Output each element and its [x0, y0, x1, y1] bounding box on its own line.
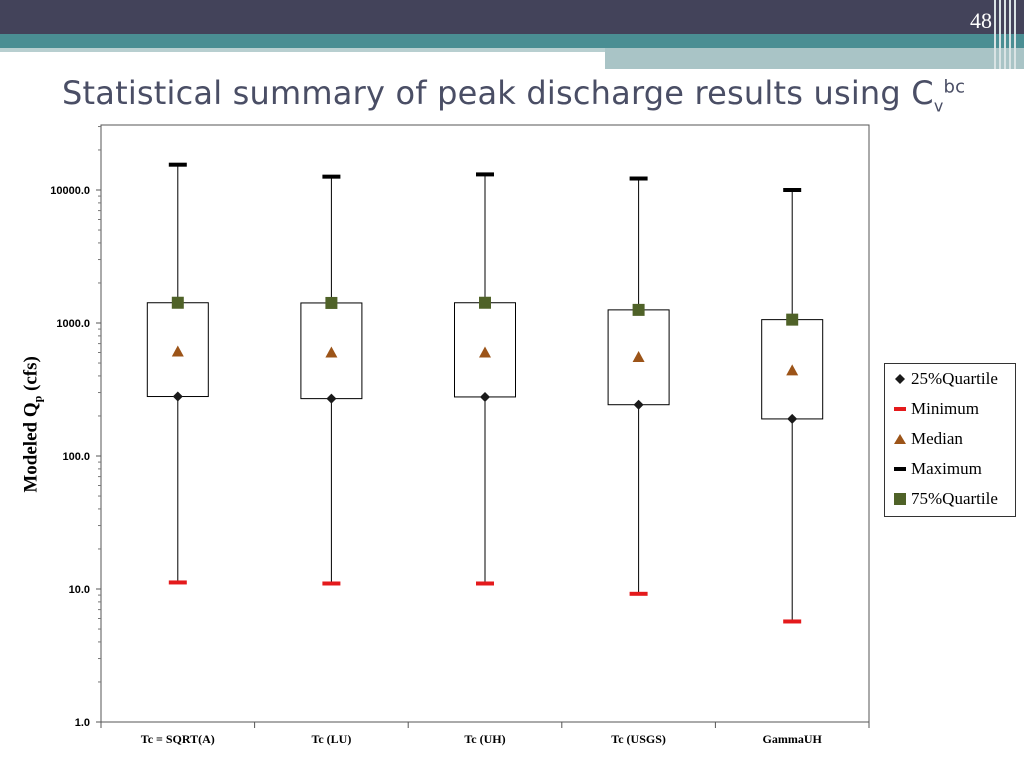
y-tick-label: 10.0: [69, 584, 90, 596]
maximum-marker: [783, 188, 802, 192]
median-marker: [786, 364, 799, 376]
legend-label: Minimum: [911, 399, 980, 418]
y-tick-label: 10000.0: [50, 185, 90, 197]
legend-label: 25%Quartile: [911, 369, 998, 388]
minimum-marker: [322, 581, 341, 586]
plot-frame: [100, 124, 870, 723]
legend-label: Median: [911, 429, 963, 448]
x-tick-label: GammaUH: [763, 732, 823, 746]
maximum-marker: [629, 176, 648, 181]
x-tick-label: Tc (USGS): [611, 732, 666, 746]
slide-title: Statistical summary of peak discharge re…: [62, 74, 965, 115]
legend: 25%Quartile Minimum Median Maximum 75%Qu…: [884, 363, 1016, 517]
quartile-25-marker: [480, 391, 490, 402]
square-marker-icon: [894, 493, 906, 505]
x-tick-label: Tc (UH): [464, 732, 505, 746]
quartile-75-marker: [171, 296, 184, 309]
y-tick-label: 1.0: [75, 717, 90, 729]
quartile-75-marker: [632, 303, 645, 316]
median-marker: [632, 351, 645, 363]
x-tick-label: Tc (LU): [311, 732, 351, 746]
title-superscript: bc: [943, 76, 966, 98]
legend-label: Maximum: [911, 459, 982, 478]
red-dash-marker-icon: [894, 407, 906, 411]
minimum-marker: [476, 581, 494, 586]
y-tick-label: 1000.0: [56, 318, 90, 330]
y-tick-label: 100.0: [62, 451, 90, 463]
slide-number: 48: [970, 8, 992, 33]
legend-item-maximum: Maximum: [893, 457, 982, 481]
teal-band: [0, 34, 1024, 48]
triangle-marker-icon: [894, 434, 906, 444]
title-text: Statistical summary of peak discharge re…: [62, 74, 934, 112]
quartile-75-marker: [325, 296, 338, 309]
decorative-stripes: [992, 0, 1022, 69]
legend-item-25-quartile: 25%Quartile: [893, 367, 998, 391]
light-band-right: [605, 48, 1024, 69]
quartile-25-marker: [787, 413, 798, 424]
legend-item-median: Median: [893, 427, 963, 451]
maximum-marker: [476, 172, 494, 177]
legend-item-75-quartile: 75%Quartile: [893, 487, 998, 511]
minimum-marker: [629, 591, 648, 596]
minimum-marker: [783, 619, 802, 624]
minimum-marker: [168, 580, 187, 585]
quartile-75-marker: [786, 313, 799, 326]
quartile-25-marker: [326, 393, 337, 404]
median-marker: [479, 346, 491, 358]
legend-item-minimum: Minimum: [893, 397, 979, 421]
legend-label: 75%Quartile: [911, 489, 998, 508]
quartile-25-marker: [172, 391, 183, 402]
x-tick-label: Tc = SQRT(A): [141, 732, 215, 746]
maximum-marker: [322, 174, 341, 179]
quartile-75-marker: [479, 296, 491, 309]
top-bar: [0, 0, 1024, 34]
title-subscript: v: [933, 96, 944, 116]
diamond-marker-icon: [895, 374, 905, 384]
light-band-left: [0, 48, 605, 52]
median-marker: [171, 345, 184, 357]
black-dash-marker-icon: [894, 467, 906, 471]
median-marker: [325, 346, 338, 358]
quartile-25-marker: [633, 399, 644, 410]
maximum-marker: [168, 162, 187, 167]
